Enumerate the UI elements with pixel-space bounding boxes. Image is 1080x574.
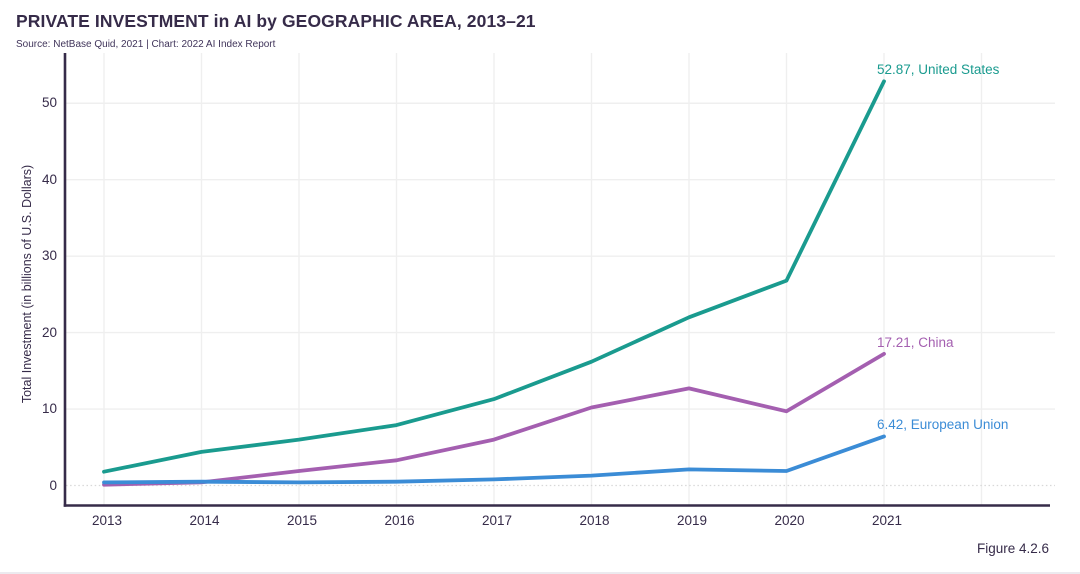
series-line-china: [102, 351, 886, 487]
x-tick-label: 2015: [286, 513, 318, 528]
chart-source: Source: NetBase Quid, 2021 | Chart: 2022…: [16, 39, 276, 50]
series-line-european-union: [102, 434, 886, 485]
y-tick-label: 30: [41, 248, 57, 264]
y-tick-label: 20: [41, 324, 57, 340]
y-tick-label: 40: [41, 171, 57, 187]
x-tick-label: 2013: [91, 513, 123, 528]
x-tick-label: 2014: [189, 513, 220, 528]
x-tick-label: 2021: [871, 513, 903, 528]
x-tick-label: 2020: [774, 513, 805, 528]
x-tick-label: 2017: [481, 513, 513, 528]
series-end-label-china: 17.21, China: [877, 334, 954, 350]
x-tick-label: 2019: [676, 513, 708, 528]
series-line-united-states: [102, 79, 886, 474]
chart-title: PRIVATE INVESTMENT in AI by GEOGRAPHIC A…: [16, 11, 536, 31]
y-tick-label: 10: [41, 401, 57, 417]
bottom-divider: [0, 572, 1080, 574]
series-end-label-european-union: 6.42, European Union: [877, 417, 1009, 433]
x-tick-label: 2018: [579, 513, 610, 528]
x-tick-label: 2016: [384, 513, 415, 528]
series-end-label-united-states: 52.87, United States: [877, 62, 1000, 78]
y-tick-label: 50: [41, 95, 57, 111]
figure-caption: Figure 4.2.6: [976, 541, 1049, 556]
y-tick-label: 0: [49, 477, 57, 493]
